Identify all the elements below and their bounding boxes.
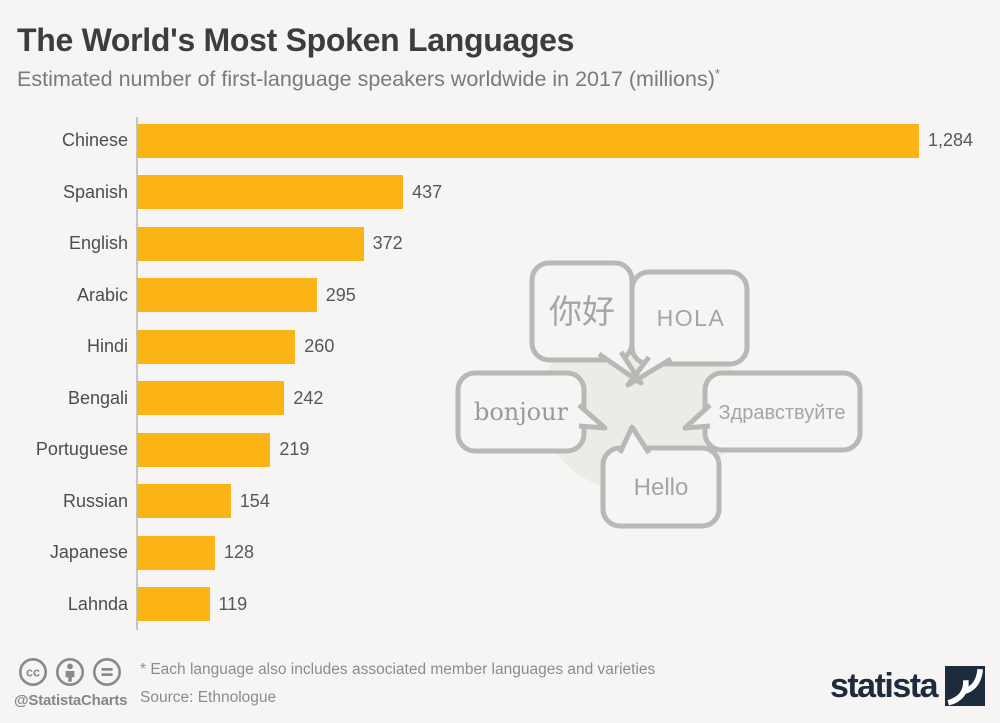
greeting-text-chinese: 你好 (549, 292, 615, 331)
bar (137, 587, 210, 622)
bar-label: Lahnda (67, 593, 128, 614)
subtitle-text: Estimated number of first-language speak… (17, 67, 715, 92)
bubble-tail-english (617, 424, 652, 455)
cc-icon: cc (19, 658, 47, 686)
bar-value: 242 (293, 387, 324, 408)
bar-label: Arabic (76, 284, 128, 305)
bar (137, 535, 215, 570)
bar (137, 123, 919, 158)
bar-row: Chinese 1,284 (0, 115, 1000, 167)
bar-label: English (68, 233, 128, 254)
bar-row: Japanese 128 (0, 527, 1000, 579)
bar-label: Japanese (49, 542, 128, 563)
bar-row: Hindi 260 (0, 321, 1000, 373)
page-title: The World's Most Spoken Languages (17, 22, 575, 58)
bar-row: Portuguese 219 (0, 424, 1000, 476)
bar-row: Bengali 242 (0, 373, 1000, 425)
greeting-text-english: Hello (634, 474, 689, 501)
statista-charts-handle: @StatistaCharts (14, 692, 128, 709)
greeting-text-russian: Здравствуйте (719, 402, 846, 424)
bubble-tail-chinese (597, 350, 644, 386)
license-block: cc @StatistaCharts (14, 657, 134, 709)
bar-row: Lahnda 119 (0, 579, 1000, 631)
equals-icon (93, 658, 121, 686)
bar-value: 219 (279, 439, 310, 460)
bar-label: Russian (62, 490, 128, 511)
bar-value: 128 (224, 542, 255, 563)
greeting-bubble-english (600, 445, 722, 529)
bar (137, 432, 271, 467)
bar-label: Chinese (61, 130, 128, 151)
bar-row: Russian 154 (0, 476, 1000, 528)
bar (137, 381, 285, 416)
chart-subtitle: Estimated number of first-language speak… (17, 66, 720, 92)
bar-label: Hindi (86, 336, 128, 357)
bar-row: Arabic 295 (0, 270, 1000, 322)
bar-value: 372 (372, 233, 403, 254)
speech-bubbles-graphic: 你好 HOLA bonjour Здравствуйте Hello (455, 260, 863, 529)
source-line: Source: Ethnologue (140, 689, 277, 706)
bar-value: 295 (325, 284, 356, 305)
bar-label: Portuguese (35, 439, 128, 460)
bar (137, 329, 296, 364)
bar-value: 437 (412, 181, 443, 202)
svg-text:cc: cc (26, 666, 40, 680)
bubble-tail-french (577, 403, 608, 431)
statista-logo-mark-icon (945, 666, 985, 706)
cc-license-icons: cc (18, 657, 134, 687)
chart-footnote: * Each language also includes associated… (140, 661, 656, 678)
bar-value: 154 (239, 490, 270, 511)
footnote-marker: * (714, 66, 720, 81)
statista-wordmark: statista (829, 666, 939, 705)
bar-value: 260 (304, 336, 335, 357)
greeting-text-french: bonjour (474, 398, 569, 426)
bar-row: Spanish 437 (0, 167, 1000, 219)
bar-value: 1,284 (928, 130, 974, 151)
attribution-person-icon (56, 658, 84, 686)
bar-label: Bengali (67, 387, 128, 408)
bar-label: Spanish (62, 181, 128, 202)
bubble-tail-russian (682, 403, 712, 431)
greeting-bubble-spanish (629, 269, 750, 367)
bar (137, 175, 404, 210)
bar (137, 278, 317, 313)
bar-value: 119 (218, 593, 248, 614)
bar-row: English 372 (0, 218, 1000, 270)
bar-chart: Chinese 1,284 Spanish 437 English 372 Arabic 29… (0, 115, 1000, 630)
y-axis-line (136, 117, 138, 630)
bar (137, 484, 231, 519)
bar (137, 226, 364, 261)
statista-logo: statista (830, 666, 985, 706)
greeting-text-spanish: HOLA (657, 305, 726, 331)
